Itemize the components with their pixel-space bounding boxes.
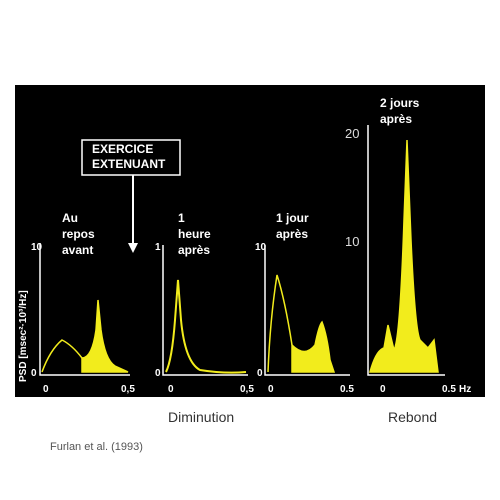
axis xyxy=(367,125,445,376)
spectrum-fill xyxy=(81,299,129,373)
x-tick-label: 0.5 xyxy=(340,384,354,395)
panel-title: 2 jours xyxy=(380,96,420,110)
x-tick-label: 0,5 xyxy=(121,384,135,395)
axis xyxy=(162,245,248,376)
y-tick-label: 10 xyxy=(31,242,43,253)
y-tick-label: 0 xyxy=(155,368,161,379)
callout-text: EXERCICE xyxy=(92,142,153,156)
panel-title: après xyxy=(276,227,308,241)
spectrum-curve xyxy=(165,279,247,374)
callout-text: EXTENUANT xyxy=(92,157,166,171)
spectrum-fill xyxy=(291,320,336,373)
x-tick-label: 0.5 xyxy=(442,384,456,395)
y-tick-label: 10 xyxy=(255,242,267,253)
panel-title: heure xyxy=(178,227,211,241)
axis xyxy=(264,245,350,376)
panel-title: 1 xyxy=(178,211,185,225)
x-tick-label: 0 xyxy=(380,384,386,395)
panel-title: après xyxy=(178,243,210,257)
y-tick-label: 0 xyxy=(257,368,263,379)
caption: Diminution xyxy=(168,409,234,425)
panel-title: repos xyxy=(62,227,95,241)
y-axis-label: PSD [msec²·10³/Hz] xyxy=(18,290,29,382)
panel-title: Au xyxy=(62,211,78,225)
panel-title: avant xyxy=(62,243,93,257)
panel-title: après xyxy=(380,112,412,126)
y-tick-label: 1 xyxy=(155,242,161,253)
caption: Rebond xyxy=(388,409,437,425)
x-tick-label: 0,5 xyxy=(240,384,254,395)
spectrum-fill xyxy=(369,139,439,373)
axis xyxy=(39,243,130,376)
spectrum-curve xyxy=(267,274,293,373)
x-tick-label: 0 xyxy=(268,384,274,395)
callout-box xyxy=(81,139,181,176)
source-note: Furlan et al. (1993) xyxy=(50,441,143,453)
x-unit: Hz xyxy=(459,384,471,395)
y-tick-label: 20 xyxy=(345,126,359,141)
y-tick-label: 0 xyxy=(31,368,37,379)
y-tick-label: 10 xyxy=(345,234,359,249)
spectrum-curve xyxy=(41,339,83,373)
x-tick-label: 0 xyxy=(168,384,174,395)
panel-title: 1 jour xyxy=(276,211,309,225)
arrow-head xyxy=(128,243,138,253)
x-tick-label: 0 xyxy=(43,384,49,395)
